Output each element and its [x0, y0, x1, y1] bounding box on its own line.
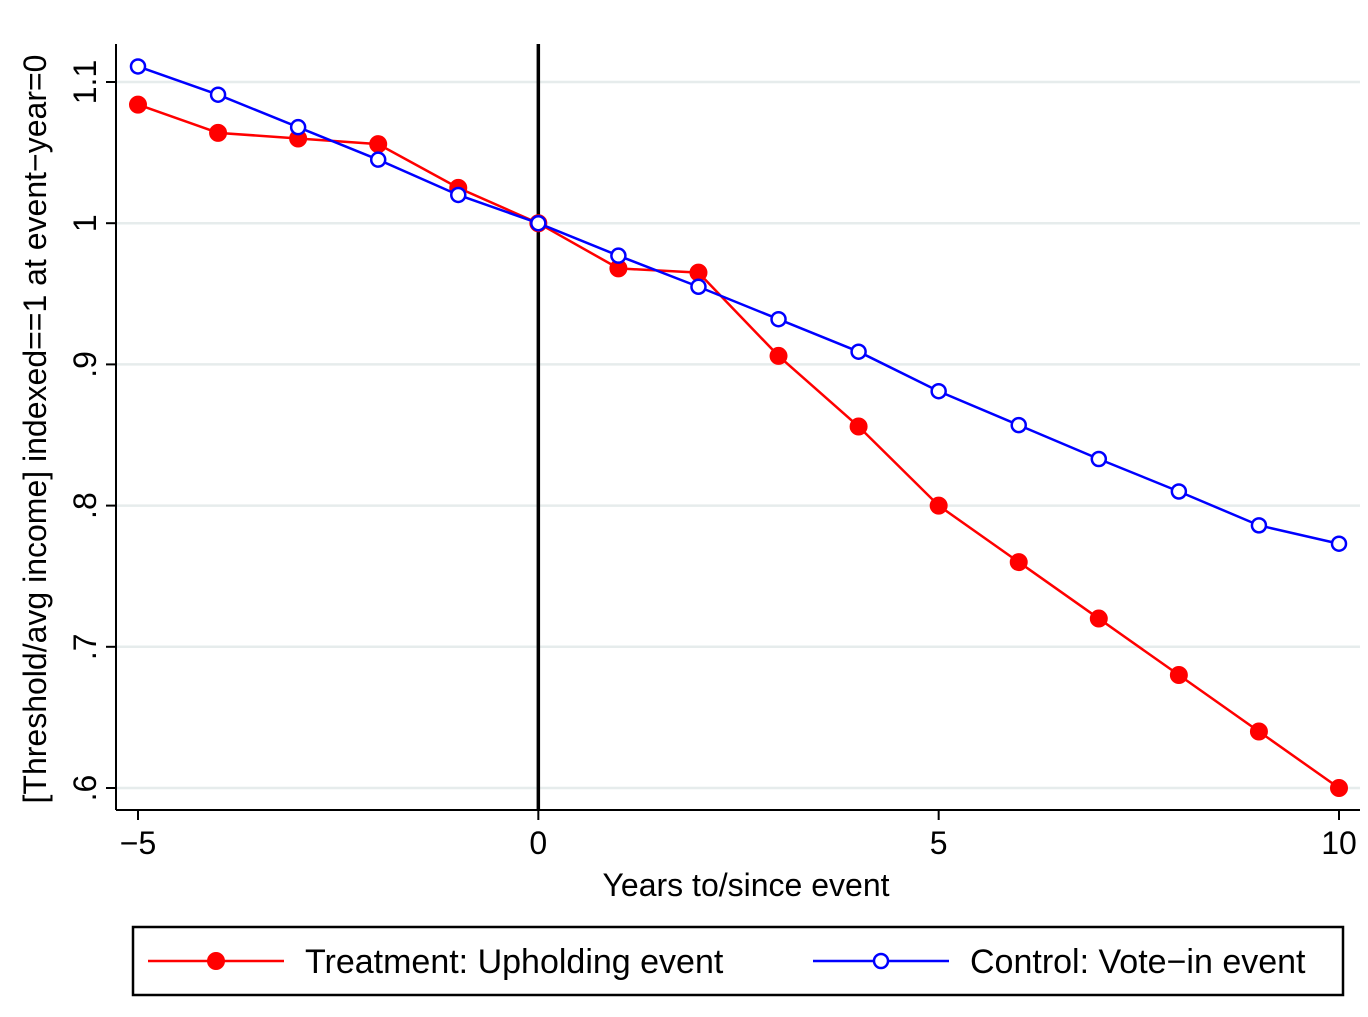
data-point-control	[1170, 483, 1188, 500]
legend-marker	[872, 952, 890, 970]
y-axis-title: [Threshold/avg income] indexed==1 at eve…	[17, 55, 53, 804]
data-point-treatment	[369, 135, 388, 154]
data-point-treatment	[1249, 722, 1268, 741]
data-point-control	[1250, 517, 1268, 534]
y-tick-label: .6	[67, 775, 103, 802]
grid-lines	[116, 80, 1360, 790]
data-point-control	[1330, 535, 1348, 552]
series-line-control	[137, 65, 1340, 545]
data-point-control	[530, 214, 547, 232]
x-tick-label: 5	[930, 825, 948, 861]
y-tick-label: .8	[67, 492, 103, 519]
legend-label: Control: Vote−in event	[970, 943, 1306, 981]
x-tick-label: 10	[1321, 825, 1357, 861]
y-tick-label: 1.1	[67, 60, 103, 104]
data-point-treatment	[1009, 553, 1028, 572]
x-tick-label: 0	[529, 825, 547, 861]
data-point-treatment	[1169, 666, 1188, 685]
y-tick-label: .7	[67, 633, 103, 660]
data-point-treatment	[209, 123, 228, 142]
data-point-treatment	[929, 496, 948, 515]
data-point-control	[770, 310, 787, 328]
series	[129, 58, 1348, 797]
data-point-treatment	[769, 346, 788, 365]
y-tick-label: .9	[67, 351, 103, 378]
data-point-treatment	[1330, 779, 1348, 797]
data-point-control	[209, 86, 227, 103]
data-point-control	[610, 247, 627, 264]
data-point-control	[289, 118, 307, 136]
y-tick-label: 1	[67, 214, 103, 232]
series-line-treatment	[137, 103, 1340, 790]
axes	[106, 44, 1360, 820]
data-point-control	[369, 151, 387, 168]
tick-labels: .6 .7 .8 .9 1 1.1 −5 0 5 10	[67, 60, 1357, 861]
x-axis-title: Years to/since event	[603, 867, 890, 903]
data-point-treatment	[1089, 609, 1108, 628]
data-point-control	[1010, 416, 1027, 434]
legend-box	[131, 925, 1345, 997]
legend: Treatment: Upholding event Control: Vote−…	[131, 925, 1345, 997]
data-point-control	[129, 58, 147, 75]
data-point-control	[1090, 450, 1108, 468]
data-point-treatment	[129, 95, 147, 114]
data-point-treatment	[849, 417, 868, 436]
x-tick-label: −5	[120, 825, 156, 861]
data-point-control	[450, 186, 467, 204]
legend-label: Treatment: Upholding event	[305, 943, 724, 981]
data-point-control	[690, 278, 707, 295]
data-point-control	[850, 343, 867, 360]
legend-marker	[207, 952, 225, 970]
data-point-control	[930, 382, 947, 400]
